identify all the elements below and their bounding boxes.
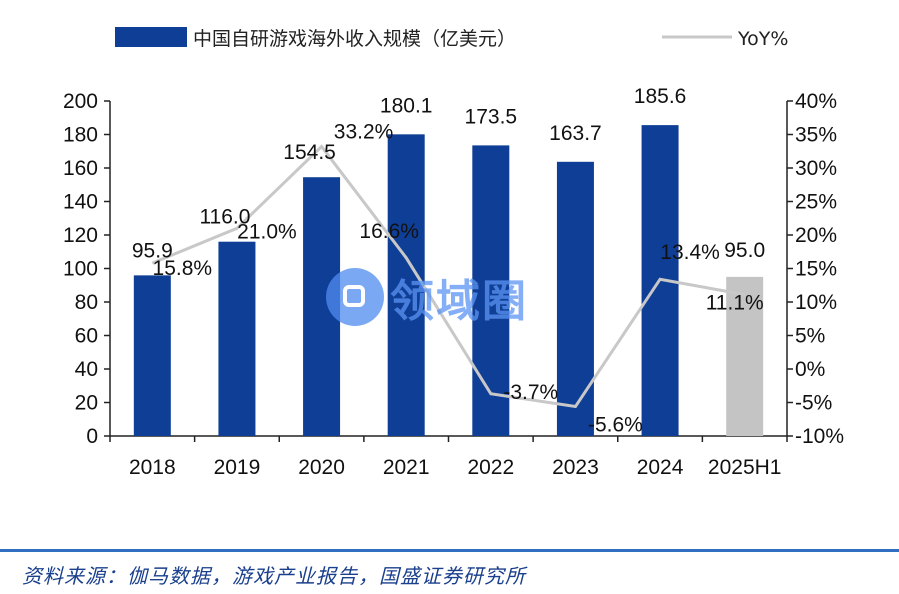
right-tick-label: 25% [795, 191, 837, 214]
bar [556, 161, 594, 437]
yoy-value-label: 16.6% [359, 220, 419, 243]
yoy-value-label: 33.2% [334, 121, 394, 144]
left-ticks: 0 20 40 60 80 100 120 140 160 180 200 [63, 90, 110, 448]
right-tick-label: -10% [795, 425, 844, 448]
legend-bar-swatch [115, 27, 187, 47]
x-tick-label: 2025H1 [708, 456, 782, 479]
left-tick-label: 60 [75, 325, 98, 348]
bar-value-label: 185.6 [634, 85, 687, 108]
left-tick-label: 100 [63, 258, 98, 281]
yoy-value-label: 15.8% [153, 257, 213, 280]
right-tick-label: 30% [795, 157, 837, 180]
right-tick-label: 35% [795, 124, 837, 147]
watermark: 领域圈 [326, 265, 528, 329]
right-tick-label: 20% [795, 224, 837, 247]
right-tick-label: 40% [795, 90, 837, 113]
legend-bar-label: 中国自研游戏海外收入规模（亿美元） [193, 28, 516, 50]
left-tick-label: 140 [63, 191, 98, 214]
yoy-value-label: -5.6% [588, 414, 643, 437]
bar-value-label: 173.5 [465, 105, 518, 128]
bar-value-label: 95.0 [724, 239, 765, 262]
left-tick-label: 80 [75, 291, 98, 314]
yoy-line-path [151, 144, 745, 409]
bar-labels: 95.9 116.0 154.5 180.1 173.5 163.7 185.6 95.0 [132, 85, 765, 262]
x-tick-label: 2023 [552, 456, 599, 479]
right-tick-label: 10% [795, 291, 837, 314]
footer-rule [0, 549, 899, 552]
left-tick-label: 160 [63, 157, 98, 180]
yoy-value-label: 11.1% [706, 292, 764, 315]
left-tick-label: 200 [63, 90, 98, 113]
right-tick-label: 5% [795, 325, 825, 348]
combo-chart: 中国自研游戏海外收入规模（亿美元） YoY% 0 20 40 60 80 100 120 14… [63, 27, 844, 479]
bar [726, 276, 764, 436]
left-tick-label: 180 [63, 124, 98, 147]
bar-value-label: 116.0 [199, 206, 250, 229]
left-tick-label: 120 [63, 224, 98, 247]
bar-value-label: 163.7 [549, 122, 602, 145]
right-tick-label: 0% [795, 358, 825, 381]
x-tick-label: 2021 [383, 456, 430, 479]
right-tick-label: 15% [795, 258, 837, 281]
bar-value-label: 95.9 [132, 239, 173, 262]
x-tick-label: 2020 [298, 456, 345, 479]
x-tick-label: 2018 [129, 456, 176, 479]
right-tick-label: -5% [795, 392, 832, 415]
yoy-line [151, 144, 745, 409]
yoy-value-label: 13.4% [660, 241, 720, 264]
x-tick-label: 2024 [637, 456, 684, 479]
yoy-value-label: 21.0% [237, 220, 297, 243]
yoy-value-label: -3.7% [503, 381, 558, 404]
line-labels: 15.8% 21.0% 33.2% 16.6% -3.7% -5.6% 13.4% 11.1% [153, 121, 764, 437]
bar [218, 241, 256, 436]
x-ticks: 2018 2019 2020 2021 2022 2023 2024 2025H1 [109, 436, 788, 479]
x-tick-label: 2019 [214, 456, 261, 479]
x-tick-label: 2022 [467, 456, 514, 479]
right-ticks: -10% -5% 0% 5% 10% 15% 20% 25% 30% 35% 40% [787, 90, 844, 448]
bar-value-label: 180.1 [380, 94, 433, 117]
legend: 中国自研游戏海外收入规模（亿美元） YoY% [115, 27, 788, 50]
watermark-logo-icon [326, 268, 384, 326]
left-tick-label: 20 [75, 392, 98, 415]
bar [387, 134, 425, 436]
bar [133, 275, 171, 436]
bar [472, 145, 510, 436]
source-note: 资料来源：伽马数据，游戏产业报告，国盛证券研究所 [22, 564, 526, 588]
left-tick-label: 0 [86, 425, 98, 448]
legend-line-label: YoY% [737, 28, 788, 50]
bars [133, 125, 764, 437]
bar-value-label: 154.5 [283, 141, 336, 164]
watermark-text: 领域圈 [390, 276, 528, 327]
left-tick-label: 40 [75, 358, 98, 381]
